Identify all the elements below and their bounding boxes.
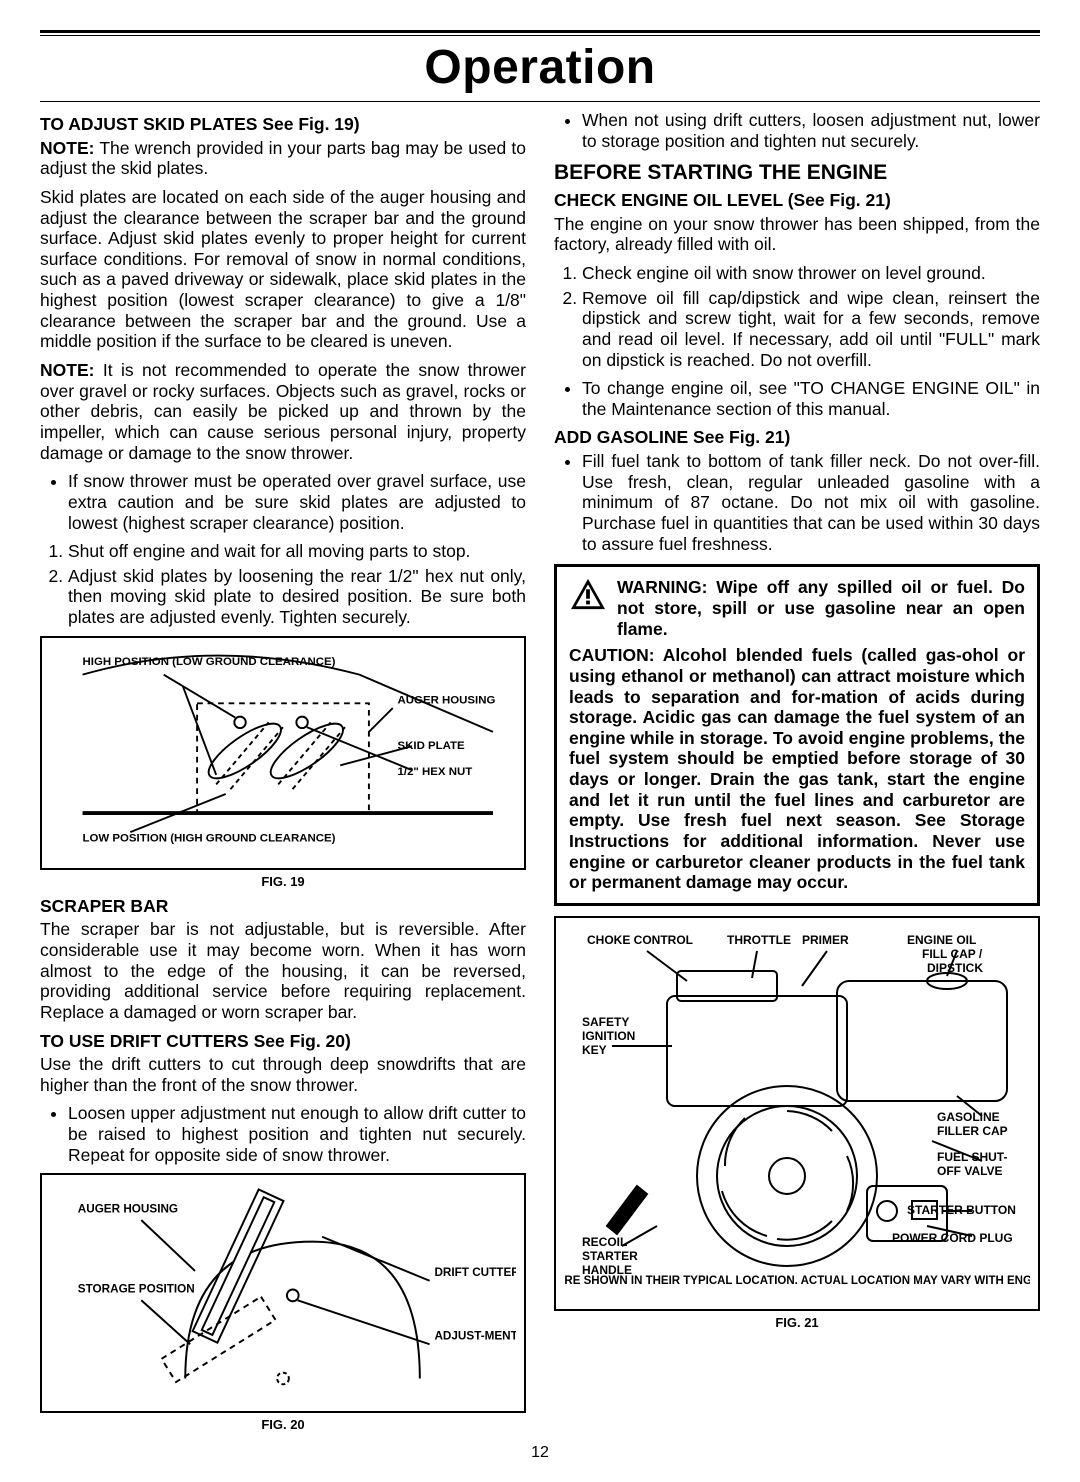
fig19-lbl-hex: 1/2" HEX NUT: [398, 766, 473, 778]
para-skid-plates: Skid plates are located on each side of …: [40, 187, 526, 352]
page-number: 12: [40, 1444, 1040, 1462]
bullets-drift-store: When not using drift cutters, loosen adj…: [554, 110, 1040, 151]
warning-box: WARNING: Wipe off any spilled oil or fue…: [554, 564, 1040, 906]
fig20-lbl-auger: AUGER HOUSING: [78, 1203, 178, 1216]
bullet-gas: Fill fuel tank to bottom of tank filler …: [582, 451, 1040, 554]
fig21-lbl-throttle: THROTTLE: [727, 933, 791, 947]
svg-text:IGNITION: IGNITION: [582, 1029, 635, 1043]
bullets-change-oil: To change engine oil, see "TO CHANGE ENG…: [554, 378, 1040, 419]
note-gravel: NOTE: It is not recommended to operate t…: [40, 360, 526, 463]
bullets-gas: Fill fuel tank to bottom of tank filler …: [554, 451, 1040, 554]
bullets-gravel: If snow thrower must be operated over gr…: [40, 471, 526, 533]
heading-scraper: SCRAPER BAR: [40, 896, 526, 917]
rule-thin: [40, 35, 1040, 36]
caution-text: CAUTION: Alcohol blended fuels (called g…: [569, 645, 1025, 893]
fig20-caption: FIG. 20: [40, 1417, 526, 1432]
fig21-svg: CHOKE CONTROL THROTTLE PRIMER ENGINE OIL…: [564, 926, 1030, 1296]
fig21-lbl-primer: PRIMER: [802, 933, 849, 947]
heading-add-gas: ADD GASOLINE See Fig. 21): [554, 427, 1040, 448]
svg-text:FILL CAP /: FILL CAP /: [922, 947, 983, 961]
svg-text:STARTER: STARTER: [582, 1249, 638, 1263]
heading-skid-plates: TO ADJUST SKID PLATES See Fig. 19): [40, 114, 526, 135]
bullet-gravel: If snow thrower must be operated over gr…: [68, 471, 526, 533]
fig20-lbl-nut: ADJUST-MENT NUT: [434, 1330, 516, 1343]
fig19-caption: FIG. 19: [40, 874, 526, 889]
bullet-drift-store: When not using drift cutters, loosen adj…: [582, 110, 1040, 151]
page: Operation TO ADJUST SKID PLATES See Fig.…: [0, 0, 1080, 1482]
svg-text:KEY: KEY: [582, 1043, 607, 1057]
rule-thin-2: [40, 101, 1040, 102]
svg-text:OFF VALVE: OFF VALVE: [937, 1164, 1003, 1178]
fig19-lbl-skid: SKID PLATE: [398, 740, 466, 752]
heading-check-oil: CHECK ENGINE OIL LEVEL (See Fig. 21): [554, 190, 1040, 211]
warning-text: WARNING: Wipe off any spilled oil or fue…: [617, 577, 1025, 639]
para-oil-shipped: The engine on your snow thrower has been…: [554, 214, 1040, 255]
bullet-drift: Loosen upper adjustment nut enough to al…: [68, 1103, 526, 1165]
svg-text:NOTE: ALL ITEMS ARE SHOWN IN: NOTE: ALL ITEMS ARE SHOWN IN THEIR TYPIC…: [564, 1275, 1030, 1287]
fig19-lbl-high: HIGH POSITION (LOW GROUND CLEARANCE): [83, 656, 336, 668]
svg-text:STARTER BUTTON: STARTER BUTTON: [907, 1203, 1016, 1217]
step-oil-1: Check engine oil with snow thrower on le…: [582, 263, 1040, 284]
right-column: When not using drift cutters, loosen adj…: [554, 110, 1040, 1438]
svg-text:FILLER CAP: FILLER CAP: [937, 1124, 1008, 1138]
step-oil-2: Remove oil fill cap/dipstick and wipe cl…: [582, 288, 1040, 371]
left-column: TO ADJUST SKID PLATES See Fig. 19) NOTE:…: [40, 110, 526, 1438]
fig21-caption: FIG. 21: [554, 1315, 1040, 1330]
columns: TO ADJUST SKID PLATES See Fig. 19) NOTE:…: [40, 110, 1040, 1438]
svg-text:RECOIL: RECOIL: [582, 1235, 627, 1249]
figure-20: AUGER HOUSING STORAGE POSITION DRIFT CUT…: [40, 1173, 526, 1413]
svg-text:DIPSTICK: DIPSTICK: [927, 961, 983, 975]
svg-text:GASOLINE: GASOLINE: [937, 1110, 1000, 1124]
note-wrench: NOTE: The wrench provided in your parts …: [40, 138, 526, 179]
para-drift: Use the drift cutters to cut through dee…: [40, 1054, 526, 1095]
svg-text:FUEL SHUT-: FUEL SHUT-: [937, 1150, 1007, 1164]
bullets-drift: Loosen upper adjustment nut enough to al…: [40, 1103, 526, 1165]
heading-before-start: BEFORE STARTING THE ENGINE: [554, 161, 1040, 186]
steps-adjust: Shut off engine and wait for all moving …: [40, 541, 526, 628]
bullet-change-oil: To change engine oil, see "TO CHANGE ENG…: [582, 378, 1040, 419]
warning-icon: [569, 577, 607, 611]
steps-oil: Check engine oil with snow thrower on le…: [554, 263, 1040, 370]
svg-text:POWER CORD PLUG: POWER CORD PLUG: [892, 1231, 1013, 1245]
fig20-svg: AUGER HOUSING STORAGE POSITION DRIFT CUT…: [50, 1183, 516, 1398]
warning-row: WARNING: Wipe off any spilled oil or fue…: [569, 577, 1025, 639]
fig20-lbl-drift: DRIFT CUTTER: [434, 1266, 516, 1279]
step-2: Adjust skid plates by loosening the rear…: [68, 566, 526, 628]
fig19-lbl-low: LOW POSITION (HIGH GROUND CLEARANCE): [83, 832, 336, 844]
svg-text:SAFETY: SAFETY: [582, 1015, 629, 1029]
figure-19: HIGH POSITION (LOW GROUND CLEARANCE) AUG…: [40, 636, 526, 871]
fig21-lbl-choke: CHOKE CONTROL: [587, 933, 693, 947]
figure-21: CHOKE CONTROL THROTTLE PRIMER ENGINE OIL…: [554, 916, 1040, 1311]
heading-drift: TO USE DRIFT CUTTERS See Fig. 20): [40, 1031, 526, 1052]
step-1: Shut off engine and wait for all moving …: [68, 541, 526, 562]
fig19-lbl-auger: AUGER HOUSING: [398, 694, 496, 706]
para-scraper: The scraper bar is not adjustable, but i…: [40, 919, 526, 1022]
title-wrap: Operation: [40, 40, 1040, 95]
rule-top: [40, 30, 1040, 33]
page-title: Operation: [424, 41, 655, 94]
fig20-lbl-storage: STORAGE POSITION: [78, 1283, 195, 1296]
fig19-svg: HIGH POSITION (LOW GROUND CLEARANCE) AUG…: [50, 646, 516, 856]
fig21-lbl-oil: ENGINE OIL: [907, 933, 976, 947]
